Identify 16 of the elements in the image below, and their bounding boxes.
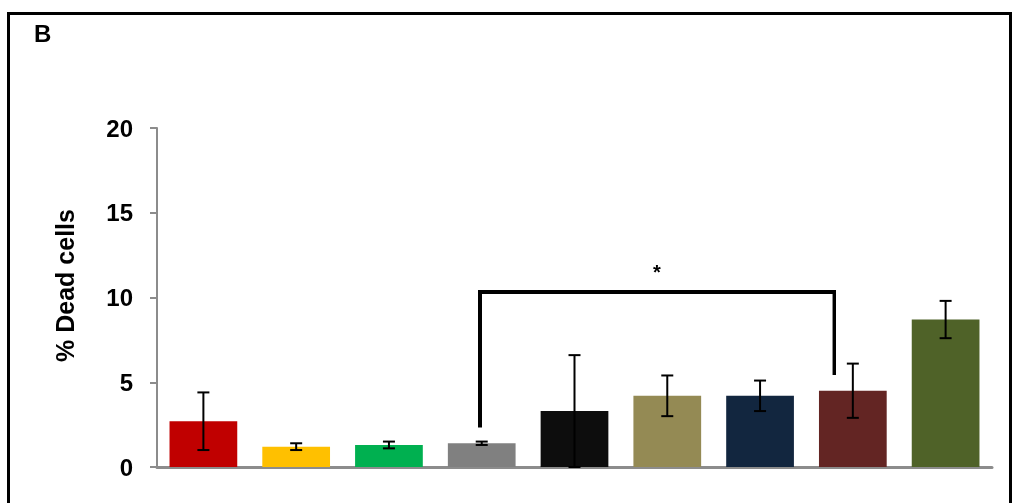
bar <box>169 421 238 467</box>
y-tick-label: 10 <box>106 284 133 311</box>
chart-title: B <box>34 19 52 47</box>
bar <box>355 444 423 467</box>
bar <box>818 390 887 467</box>
bar <box>726 395 794 467</box>
bar <box>633 395 702 467</box>
y-tick-label: 15 <box>106 199 133 227</box>
y-tick-label: 20 <box>106 114 133 142</box>
y-tick-label: 0 <box>119 453 133 481</box>
y-tick-label: 5 <box>119 368 133 396</box>
y-axis-title: % Dead cells <box>50 209 79 362</box>
bar <box>911 319 980 467</box>
annotation: * <box>653 261 661 284</box>
bar <box>262 446 331 467</box>
bar <box>540 411 609 467</box>
